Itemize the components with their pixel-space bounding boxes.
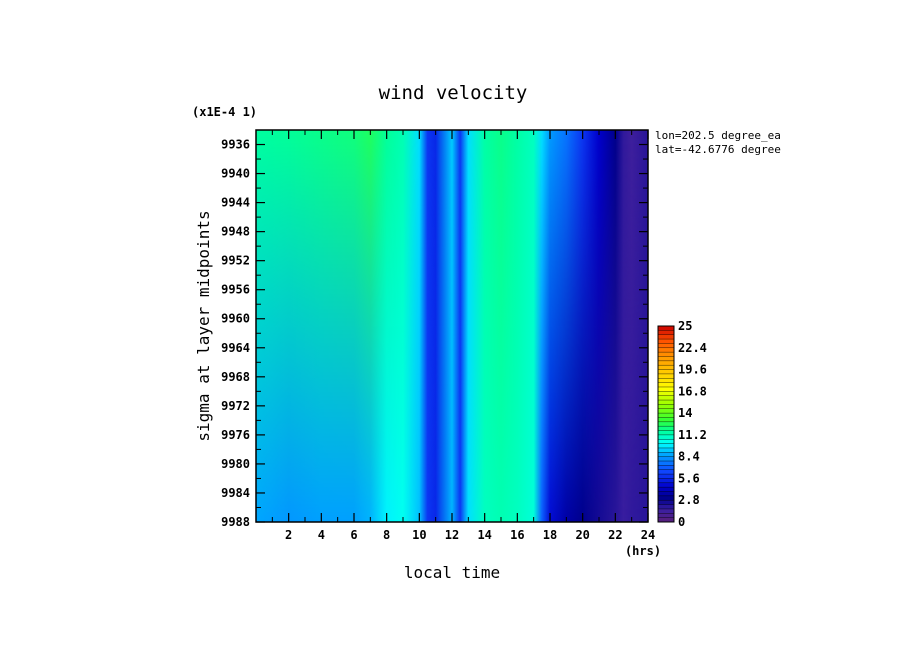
colorbar-level: [658, 356, 674, 362]
colorbar: 25 22.4 19.6 16.8 14 11.2 8.4 5.6 2.8 0: [657, 319, 707, 529]
colorbar-level: [658, 474, 674, 479]
colorbar-tick-label: 0: [678, 515, 685, 529]
colorbar-level: [658, 413, 674, 418]
colorbar-frame: [657, 325, 675, 523]
colorbar-level: [658, 421, 674, 427]
colorbar-tick-label: 5.6: [678, 471, 700, 485]
colorbar-level: [658, 443, 674, 449]
y-tick-label: 9940: [221, 167, 250, 181]
colorbar-level: [658, 408, 674, 414]
x-tick-label: 10: [412, 528, 426, 542]
latitude-annotation: lat=-42.6776 degree: [655, 143, 781, 156]
colorbar-level: [658, 360, 674, 366]
colorbar-tick-label: 8.4: [678, 450, 700, 464]
colorbar-level: [658, 386, 674, 392]
x-tick-label: 8: [383, 528, 390, 542]
heatmap-field: [256, 130, 648, 522]
x-tick-label: 12: [445, 528, 459, 542]
colorbar-tick-label: 22.4: [678, 341, 707, 355]
longitude-annotation: lon=202.5 degree_ea: [655, 129, 781, 142]
colorbar-level: [658, 504, 674, 510]
field-bottom-layer: [256, 130, 648, 522]
x-axis-unit: (hrs): [625, 544, 661, 558]
y-tick-label: 9976: [221, 428, 250, 442]
x-tick-label: 20: [575, 528, 589, 542]
colorbar-level: [658, 365, 674, 371]
colorbar-level: [658, 430, 674, 436]
x-tick-label: 24: [641, 528, 655, 542]
colorbar-level: [658, 352, 674, 357]
colorbar-level: [658, 508, 674, 514]
x-tick-label: 18: [543, 528, 557, 542]
colorbar-level: [658, 334, 674, 340]
x-tick-label: 4: [318, 528, 325, 542]
colorbar-tick-label: 14: [678, 406, 692, 420]
y-tick-label: 9952: [221, 254, 250, 268]
x-tick-label: 22: [608, 528, 622, 542]
y-tick-label: 9980: [221, 457, 250, 471]
y-tick-label: 9944: [221, 196, 250, 210]
colorbar-level: [658, 343, 674, 349]
axis-ticks: 2 4 6 8 10 12 14 16 18 20 22 2499369940994499489952…: [221, 129, 655, 542]
colorbar-level: [658, 434, 674, 440]
y-tick-label: 9960: [221, 312, 250, 326]
colorbar-level: [658, 500, 674, 506]
y-tick-label: 9972: [221, 399, 250, 413]
y-tick-label: 9936: [221, 138, 250, 152]
colorbar-level: [658, 513, 674, 519]
colorbar-level: [658, 395, 674, 401]
colorbar-level: [658, 487, 674, 493]
colorbar-tick-label: 25: [678, 319, 692, 333]
colorbar-level: [658, 439, 674, 445]
chart-title: wind velocity: [379, 82, 528, 104]
colorbar-level: [658, 456, 674, 462]
colorbar-level: [658, 447, 674, 453]
colorbar-level: [658, 326, 674, 331]
colorbar-tick-label: 19.6: [678, 363, 707, 377]
colorbar-level: [658, 378, 674, 384]
colorbar-level: [658, 369, 674, 375]
y-axis-label: sigma at layer midpoints: [194, 210, 213, 441]
x-tick-label: 16: [510, 528, 524, 542]
colorbar-tick-label: 11.2: [678, 428, 707, 442]
y-scale-note: (x1E-4 1): [192, 105, 257, 119]
y-tick-label: 9964: [221, 341, 250, 355]
plot-frame: [255, 129, 649, 523]
colorbar-level: [658, 382, 674, 388]
x-tick-label: 14: [477, 528, 491, 542]
colorbar-level: [658, 491, 674, 497]
colorbar-level: [658, 461, 674, 466]
y-tick-label: 9968: [221, 370, 250, 384]
colorbar-level: [658, 330, 674, 336]
colorbar-tick-label: 2.8: [678, 493, 700, 507]
x-tick-label: 2: [285, 528, 292, 542]
colorbar-level: [658, 452, 674, 458]
colorbar-level: [658, 373, 674, 379]
colorbar-level: [658, 404, 674, 410]
y-tick-label: 9948: [221, 225, 250, 239]
colorbar-level: [658, 400, 674, 405]
colorbar-level: [658, 482, 674, 488]
colorbar-level: [658, 495, 674, 501]
y-tick-label: 9984: [221, 486, 250, 500]
colorbar-level: [658, 465, 674, 471]
y-tick-label: 9988: [221, 515, 250, 529]
x-tick-label: 6: [350, 528, 357, 542]
colorbar-level: [658, 469, 674, 475]
colorbar-level: [658, 339, 674, 344]
colorbar-level: [658, 391, 674, 397]
colorbar-level: [658, 517, 674, 523]
x-axis-label: local time: [404, 563, 500, 582]
colorbar-level: [658, 478, 674, 484]
colorbar-tick-label: 16.8: [678, 384, 707, 398]
colorbar-level: [658, 417, 674, 423]
colorbar-level: [658, 347, 674, 353]
y-tick-label: 9956: [221, 283, 250, 297]
colorbar-level: [658, 426, 674, 432]
